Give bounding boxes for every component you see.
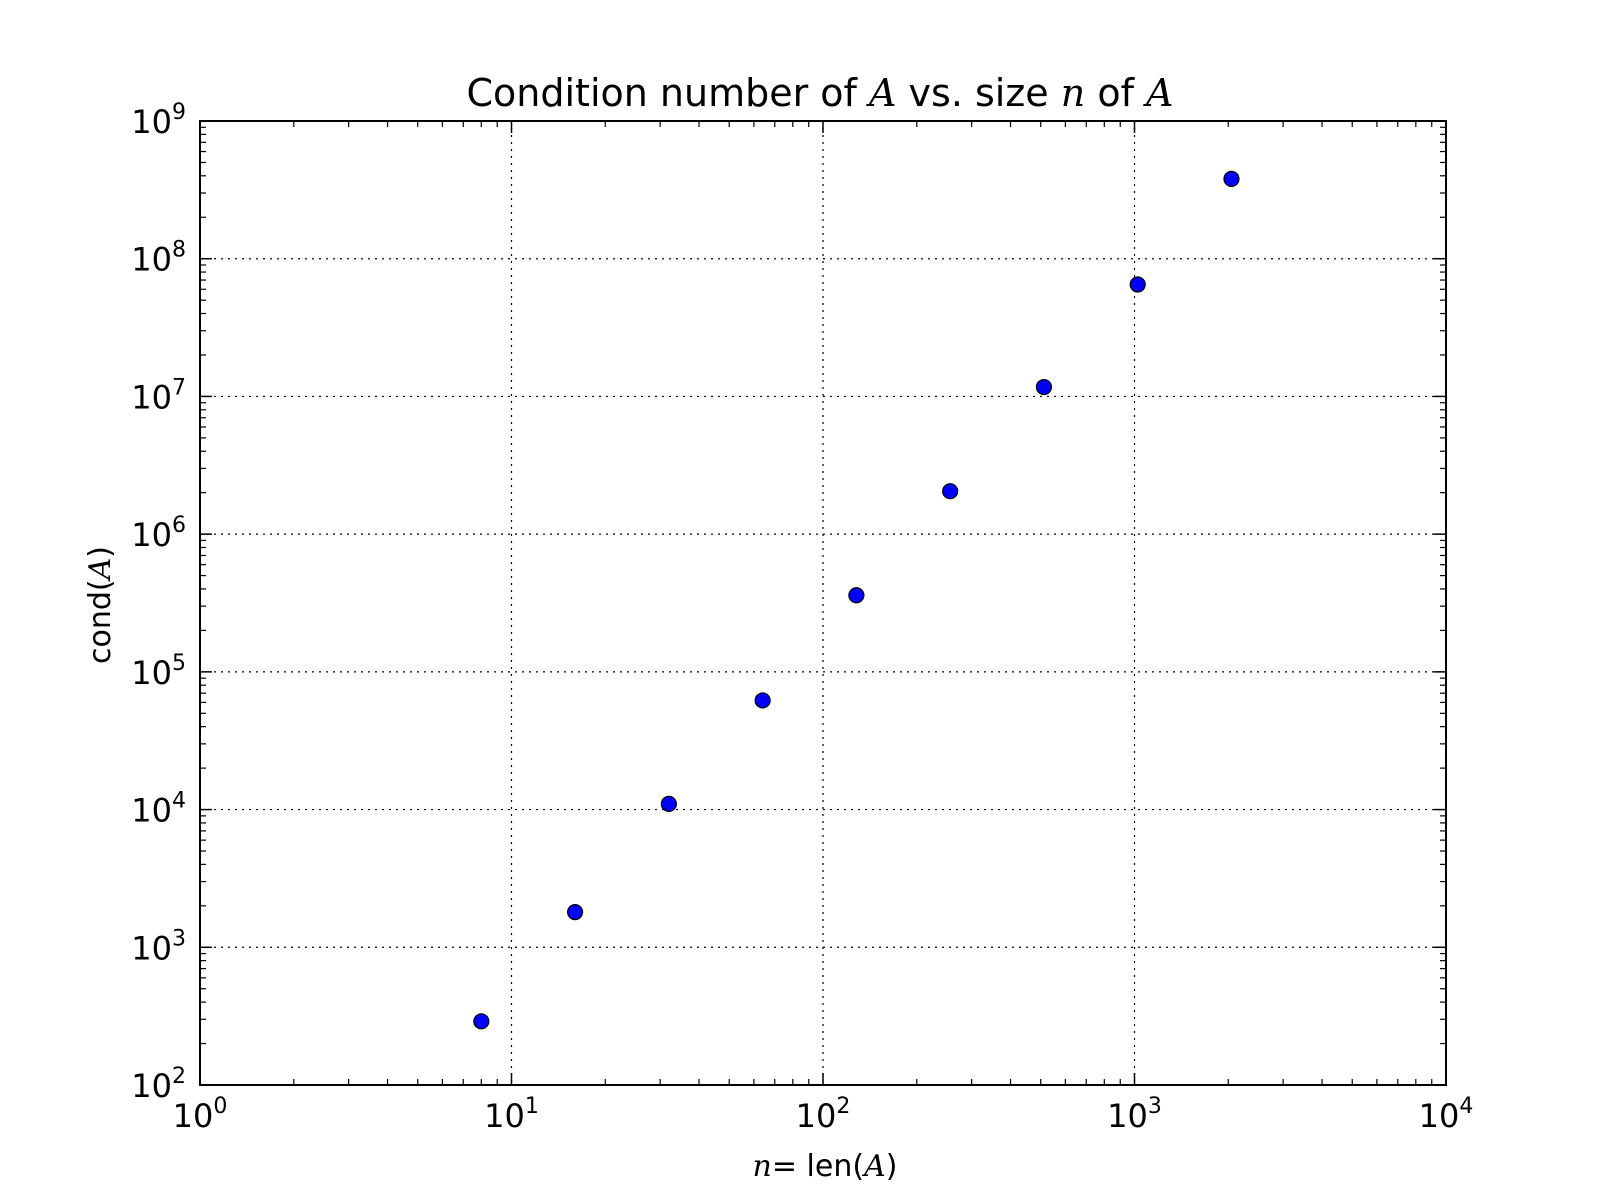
x-axis-label: n= len(A)	[753, 1149, 898, 1184]
y-tick-label: 108	[131, 238, 186, 279]
y-axis-label: cond(A)	[83, 546, 118, 664]
y-tick-label: 103	[131, 926, 186, 967]
data-point	[660, 795, 677, 812]
y-tick-labels: 102 103 104 105 106 107 108 109	[131, 100, 186, 1105]
grid	[200, 121, 1446, 1085]
plot-frame	[199, 120, 1447, 1086]
data-point	[848, 587, 865, 604]
data-point	[473, 1013, 490, 1030]
y-tick-label: 102	[131, 1064, 186, 1105]
y-tick-label: 105	[131, 651, 186, 692]
y-tick-label: 109	[131, 100, 186, 141]
data-point	[1035, 378, 1053, 396]
x-tick-label: 102	[796, 1094, 851, 1135]
y-tick-label: 106	[131, 513, 186, 554]
x-tick-label: 104	[1419, 1094, 1474, 1135]
data-point	[1129, 276, 1146, 293]
x-tick-label: 100	[173, 1094, 228, 1135]
y-tick-label: 107	[131, 375, 186, 416]
x-tick-label: 103	[1107, 1094, 1162, 1135]
data-point	[942, 483, 959, 500]
data-points	[473, 170, 1240, 1030]
x-tick-label: 101	[484, 1094, 539, 1135]
chart-title: Condition number of A vs. size n of A	[467, 71, 1174, 115]
data-point	[566, 904, 584, 921]
y-tick-label: 104	[131, 789, 186, 830]
data-point	[1223, 170, 1240, 187]
data-point	[754, 692, 771, 709]
x-tick-labels: 100 101 102 103 104	[173, 1094, 1474, 1135]
